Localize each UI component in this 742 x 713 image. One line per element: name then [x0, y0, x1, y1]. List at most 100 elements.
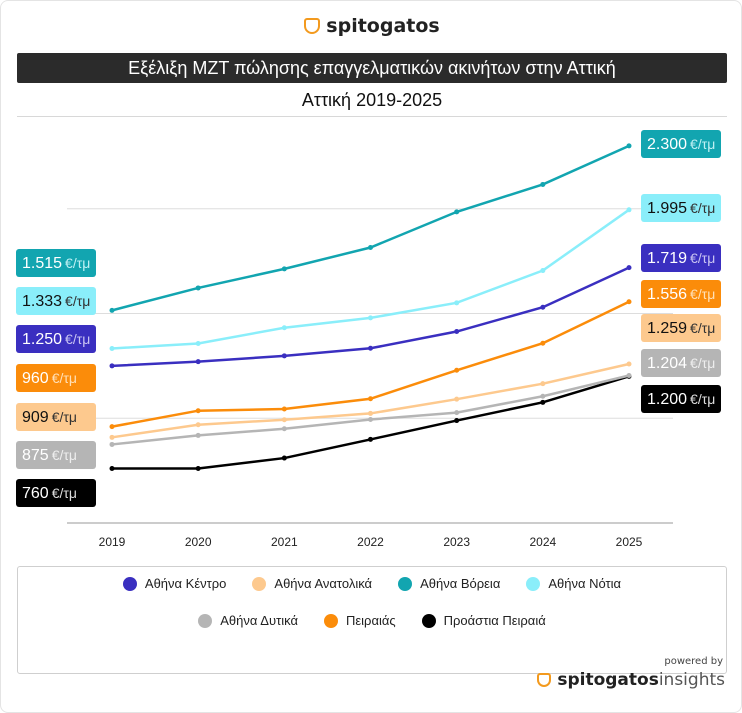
cat-logo-icon — [537, 673, 552, 687]
insights-brand: spitogatos — [557, 670, 659, 690]
data-point — [626, 265, 632, 271]
unit-text: €/τμ — [690, 136, 716, 152]
value-text: 760 — [22, 485, 49, 502]
x-tick-label: 2023 — [443, 535, 470, 549]
x-tick-label: 2024 — [529, 535, 556, 549]
data-point — [195, 285, 201, 291]
legend-dot-icon — [252, 576, 267, 591]
legend-label: Αθήνα Βόρεια — [420, 576, 501, 591]
series-line — [112, 375, 630, 470]
value-label: 1.515 €/τμ — [16, 249, 96, 277]
data-point — [281, 353, 287, 359]
unit-text: €/τμ — [690, 391, 716, 407]
value-text: 1.204 — [647, 355, 688, 372]
data-point — [109, 424, 115, 430]
data-point — [109, 466, 115, 472]
data-point — [626, 361, 632, 367]
data-point — [368, 436, 373, 442]
series-line — [111, 374, 630, 446]
data-point — [368, 315, 373, 321]
legend-dot-icon — [398, 576, 413, 591]
legend-item[interactable]: Αθήνα Κέντρο — [122, 576, 226, 591]
value-label: 760 €/τμ — [16, 479, 96, 507]
legend: Αθήνα Κέντρο Αθήνα Ανατολικά Αθήνα Βόρεια Α… — [17, 566, 727, 674]
value-label: 1.333 €/τμ — [16, 287, 96, 315]
data-point — [454, 329, 460, 335]
insights-logo: spitogatosinsights — [537, 670, 725, 690]
value-text: 1.333 — [22, 293, 63, 310]
data-point — [368, 417, 373, 423]
legend-dot-icon — [198, 613, 213, 628]
unit-text: €/τμ — [690, 355, 716, 371]
legend-item[interactable]: Αθήνα Βόρεια — [398, 576, 500, 591]
data-point — [540, 393, 546, 399]
value-text: 909 — [22, 409, 49, 426]
chart-title: Εξέλιξη ΜΖΤ πώλησης επαγγελματικών ακινή… — [17, 53, 727, 83]
value-text: 1.515 — [22, 255, 63, 272]
legend-label: Αθήνα Δυτικά — [220, 613, 298, 628]
line-chart: 2019 2020 2021 2022 2023 2024 2025 — [67, 143, 673, 549]
data-point — [281, 266, 287, 272]
data-point — [454, 396, 460, 402]
series-line — [111, 208, 630, 350]
data-point — [109, 363, 115, 369]
data-point — [195, 422, 201, 428]
data-point — [368, 245, 373, 251]
value-text: 1.250 — [22, 331, 63, 348]
chart-subtitle: Αττική 2019-2025 — [301, 90, 443, 110]
legend-item[interactable]: Προάστια Πειραιά — [421, 613, 546, 628]
legend-item[interactable]: Πειραιάς — [323, 613, 396, 628]
legend-dot-icon — [526, 576, 541, 591]
data-point — [281, 406, 287, 412]
value-label: 1.204 €/τμ — [641, 349, 722, 377]
data-point — [454, 300, 460, 306]
value-text: 1.719 — [647, 250, 688, 267]
data-point — [195, 340, 201, 346]
legend-item[interactable]: Αθήνα Δυτικά — [198, 613, 298, 628]
unit-text: €/τμ — [65, 255, 91, 271]
unit-text: €/τμ — [65, 331, 91, 347]
unit-text: €/τμ — [690, 320, 716, 336]
unit-text: €/τμ — [51, 447, 77, 463]
x-tick-label: 2025 — [616, 535, 643, 549]
value-label: 1.200 €/τμ — [641, 385, 722, 413]
brand-logo: spitogatos — [1, 15, 741, 37]
unit-text: €/τμ — [690, 286, 716, 302]
data-point — [281, 325, 287, 331]
data-point — [109, 441, 115, 447]
legend-label: Προάστια Πειραιά — [443, 613, 546, 628]
legend-dot-icon — [421, 613, 436, 628]
data-point — [368, 396, 373, 402]
data-point — [540, 340, 546, 346]
data-point — [109, 434, 115, 440]
value-label: 1.719 €/τμ — [641, 244, 722, 272]
value-text: 960 — [22, 370, 49, 387]
value-text: 1.995 — [647, 200, 688, 217]
unit-text: €/τμ — [690, 200, 716, 216]
data-point — [195, 466, 201, 472]
data-point — [368, 410, 373, 416]
unit-text: €/τμ — [51, 485, 77, 501]
unit-text: €/τμ — [65, 293, 91, 309]
legend-label: Αθήνα Νότια — [548, 576, 622, 591]
value-label: 960 €/τμ — [16, 364, 96, 392]
value-label: 1.250 €/τμ — [16, 325, 96, 353]
value-label: 1.259 €/τμ — [641, 314, 722, 342]
legend-label: Πειραιάς — [345, 613, 396, 628]
data-point — [109, 307, 115, 313]
legend-item[interactable]: Αθήνα Νότια — [526, 576, 621, 591]
data-point — [368, 345, 373, 351]
value-label: 875 €/τμ — [16, 441, 96, 469]
unit-text: €/τμ — [51, 370, 77, 386]
data-point — [454, 367, 460, 373]
legend-item[interactable]: Αθήνα Ανατολικά — [252, 576, 372, 591]
series-line — [111, 300, 630, 428]
value-label: 1.556 €/τμ — [641, 280, 722, 308]
data-point — [454, 410, 460, 416]
data-point — [626, 143, 632, 149]
data-point — [626, 373, 632, 379]
data-point — [454, 418, 460, 424]
data-point — [195, 432, 201, 438]
value-label: 909 €/τμ — [16, 403, 96, 431]
